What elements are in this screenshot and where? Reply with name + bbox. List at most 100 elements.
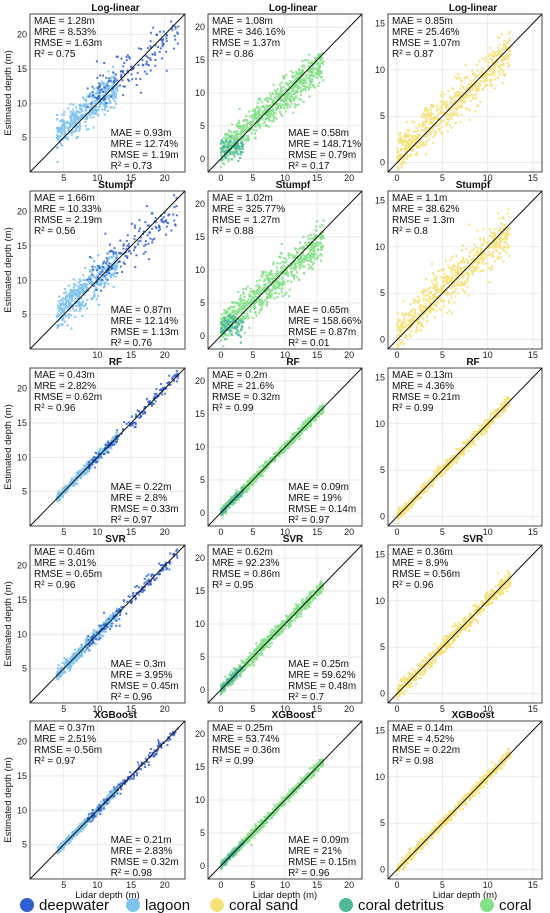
point-coral	[289, 266, 292, 269]
point-coral	[302, 272, 305, 275]
point-lagoon	[57, 131, 60, 134]
point-coral	[278, 284, 281, 287]
point-lagoon	[90, 282, 93, 285]
point-lagoon	[64, 125, 67, 128]
point-coral-detritus	[227, 143, 230, 146]
plot-frame	[29, 190, 186, 350]
point-lagoon	[95, 298, 98, 301]
point-coral	[311, 267, 314, 270]
point-deepwater	[98, 82, 101, 85]
point-deepwater	[144, 250, 147, 253]
point-coral-sand	[451, 290, 455, 293]
point-lagoon	[92, 87, 95, 91]
point-coral	[298, 279, 301, 282]
point-coral	[285, 104, 289, 107]
point-coral-sand	[428, 301, 431, 304]
point-lagoon	[61, 297, 64, 300]
point-deepwater	[104, 262, 107, 265]
point-coral-sand	[456, 77, 459, 81]
point-coral-sand	[504, 240, 507, 244]
point-coral-detritus	[229, 152, 232, 155]
point-coral-detritus	[221, 140, 224, 143]
point-deepwater	[156, 34, 159, 37]
point-lagoon	[109, 77, 112, 81]
point-coral-sand	[416, 301, 419, 304]
point-deepwater	[108, 77, 111, 80]
point-deepwater	[108, 262, 111, 265]
point-lagoon	[84, 304, 87, 307]
point-coral	[285, 73, 288, 76]
point-deepwater	[97, 95, 100, 98]
point-coral	[284, 293, 287, 296]
point-lagoon	[88, 269, 92, 272]
x-tick-label: 20	[160, 350, 170, 360]
point-coral-sand	[490, 267, 493, 270]
point-coral-sand	[433, 316, 436, 319]
point-coral-sand	[422, 300, 426, 303]
point-coral-detritus	[237, 145, 240, 148]
point-coral-sand	[468, 85, 472, 88]
point-coral	[221, 513, 224, 516]
point-coral-sand	[457, 262, 460, 265]
point-coral	[221, 162, 224, 165]
point-coral-sand	[431, 104, 434, 107]
point-coral-sand	[459, 261, 463, 264]
point-deepwater	[135, 77, 138, 80]
point-coral-sand	[440, 119, 443, 123]
point-coral	[279, 95, 282, 99]
point-coral-detritus	[231, 321, 234, 324]
point-lagoon	[105, 273, 109, 277]
point-coral-sand	[453, 107, 456, 110]
point-coral	[306, 77, 309, 80]
point-coral	[226, 137, 230, 140]
point-lagoon	[91, 282, 94, 285]
point-coral	[272, 107, 275, 111]
point-coral	[303, 255, 307, 258]
point-coral	[265, 277, 268, 280]
point-coral	[312, 237, 315, 240]
point-deepwater	[128, 57, 131, 60]
point-lagoon	[67, 293, 70, 296]
point-coral-sand	[471, 69, 474, 72]
point-coral	[286, 83, 289, 86]
point-coral-sand	[509, 227, 512, 231]
point-coral-sand	[439, 276, 442, 279]
point-lagoon	[102, 270, 105, 273]
point-coral	[242, 291, 245, 294]
point-coral	[238, 330, 241, 333]
point-coral	[309, 251, 312, 254]
point-deepwater	[151, 241, 154, 244]
point-coral-sand	[455, 94, 459, 97]
point-coral	[288, 256, 291, 259]
point-coral-sand	[452, 265, 455, 268]
point-lagoon	[89, 462, 92, 465]
point-lagoon	[84, 465, 87, 468]
point-coral	[285, 268, 288, 272]
point-coral	[280, 288, 283, 291]
point-coral	[219, 165, 223, 169]
point-coral-sand	[462, 267, 465, 270]
point-lagoon	[87, 128, 90, 131]
point-coral	[269, 272, 272, 275]
point-deepwater	[131, 422, 134, 425]
stats-top: MRE = 38.62%	[392, 204, 460, 215]
point-coral-sand	[493, 234, 497, 237]
point-lagoon	[60, 317, 63, 320]
point-coral	[268, 103, 272, 107]
point-lagoon	[60, 143, 63, 146]
point-lagoon	[80, 114, 83, 117]
point-coral-sand	[508, 31, 512, 34]
point-coral-sand	[453, 95, 456, 98]
point-lagoon	[74, 106, 78, 109]
point-coral-sand	[483, 257, 486, 261]
point-lagoon	[91, 104, 94, 108]
point-coral	[284, 266, 287, 269]
point-coral-sand	[466, 279, 470, 282]
point-coral-sand	[402, 157, 406, 161]
point-coral-sand	[442, 287, 445, 290]
point-coral-sand	[423, 289, 426, 293]
point-deepwater	[133, 238, 136, 241]
stats-top: R² = 0.86	[212, 49, 254, 60]
point-lagoon	[82, 283, 85, 286]
point-deepwater	[161, 39, 164, 42]
